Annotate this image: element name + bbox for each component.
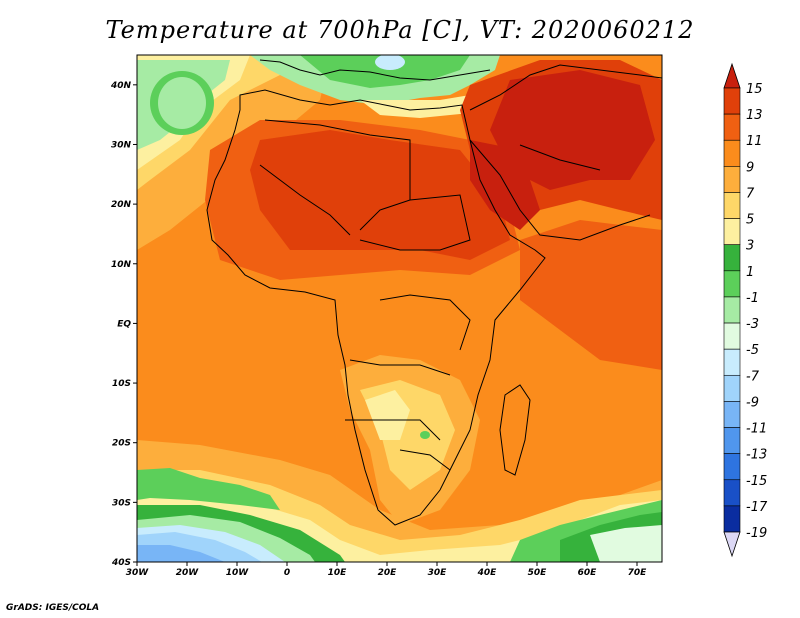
colorbar-segment <box>723 296 741 324</box>
colorbar-segment <box>723 322 741 350</box>
lat-tick-label: 30S <box>112 498 131 508</box>
colorbar-segment <box>723 218 741 246</box>
lat-tick-label: 10N <box>111 260 132 270</box>
colorbar-label: 15 <box>746 82 763 97</box>
lon-tick-group: 30W 20W 10W 0 10E 20E 30E 40E 50E 60E 70E <box>126 562 647 578</box>
temperature-field <box>137 55 662 562</box>
colorbar-segment <box>723 453 741 481</box>
lon-tick-label: 20W <box>176 568 200 578</box>
colorbar-label: 13 <box>746 108 763 123</box>
colorbar-label: -3 <box>746 317 759 332</box>
colorbar-label: 5 <box>746 213 754 228</box>
colorbar-label: -13 <box>746 448 767 463</box>
colorbar-segment <box>723 87 741 115</box>
colorbar-label: -19 <box>746 526 767 541</box>
colorbar-labels: 15 13 11 9 7 5 3 1 -1 -3 -5 -7 -9 -11 -13 -15 -17 -19 <box>746 82 768 541</box>
colorbar-bottom-arrow <box>723 531 741 558</box>
lon-tick-label: 10E <box>328 568 348 578</box>
lat-tick-label: 30N <box>111 140 132 150</box>
lon-tick-label: 20E <box>378 568 398 578</box>
colorbar-label: 9 <box>746 160 754 175</box>
lon-tick-label: 30E <box>428 568 448 578</box>
coastlines <box>206 59 662 526</box>
map-title: Temperature at 700hPa [C], VT: 202006021… <box>105 16 695 44</box>
lon-tick-label: 10W <box>226 568 250 578</box>
colorbar-segment <box>723 401 741 428</box>
lat-tick-label: EQ <box>117 319 131 329</box>
lon-tick-label: 30W <box>126 568 150 578</box>
lon-tick-label: 70E <box>628 568 648 578</box>
grads-credit: GrADS: IGES/COLA <box>6 603 100 613</box>
plot-frame <box>136 54 663 563</box>
colorbar-segment <box>723 270 741 298</box>
colorbar-segment <box>723 139 741 167</box>
colorbar-segment <box>723 505 741 533</box>
lat-tick-label: 10S <box>112 379 131 389</box>
colorbar <box>723 62 741 558</box>
lat-tick-label: 40S <box>111 558 131 568</box>
lon-tick-label: 0 <box>284 568 290 578</box>
colorbar-label: 1 <box>746 265 754 280</box>
lon-tick-label: 40E <box>477 568 498 578</box>
colorbar-segment <box>723 479 741 507</box>
colorbar-label: 7 <box>746 186 755 201</box>
lat-tick-label: 20N <box>111 200 132 210</box>
colorbar-label: 11 <box>746 134 763 149</box>
colorbar-segment <box>723 113 741 141</box>
colorbar-segment <box>723 348 741 376</box>
colorbar-segment <box>723 192 741 219</box>
colorbar-top-arrow <box>723 62 741 89</box>
lat-tick-label: 40N <box>110 81 132 91</box>
lon-tick-label: 60E <box>578 568 598 578</box>
colorbar-segment <box>723 374 741 402</box>
colorbar-label: -1 <box>746 291 759 306</box>
lat-tick-label: 20S <box>112 439 131 449</box>
colorbar-label: -15 <box>746 474 767 489</box>
colorbar-label: -5 <box>746 343 759 358</box>
colorbar-label: -7 <box>746 369 760 384</box>
colorbar-segment <box>723 244 741 272</box>
colorbar-label: -11 <box>746 422 767 437</box>
colorbar-label: -17 <box>746 500 768 515</box>
colorbar-segment <box>723 166 741 193</box>
lon-tick-label: 50E <box>528 568 548 578</box>
colorbar-label: 3 <box>746 239 754 254</box>
colorbar-label: -9 <box>746 395 759 410</box>
colorbar-segment <box>723 427 741 454</box>
lat-tick-group: 40N 30N 20N 10N EQ 10S 20S 30S 40S <box>110 81 137 568</box>
